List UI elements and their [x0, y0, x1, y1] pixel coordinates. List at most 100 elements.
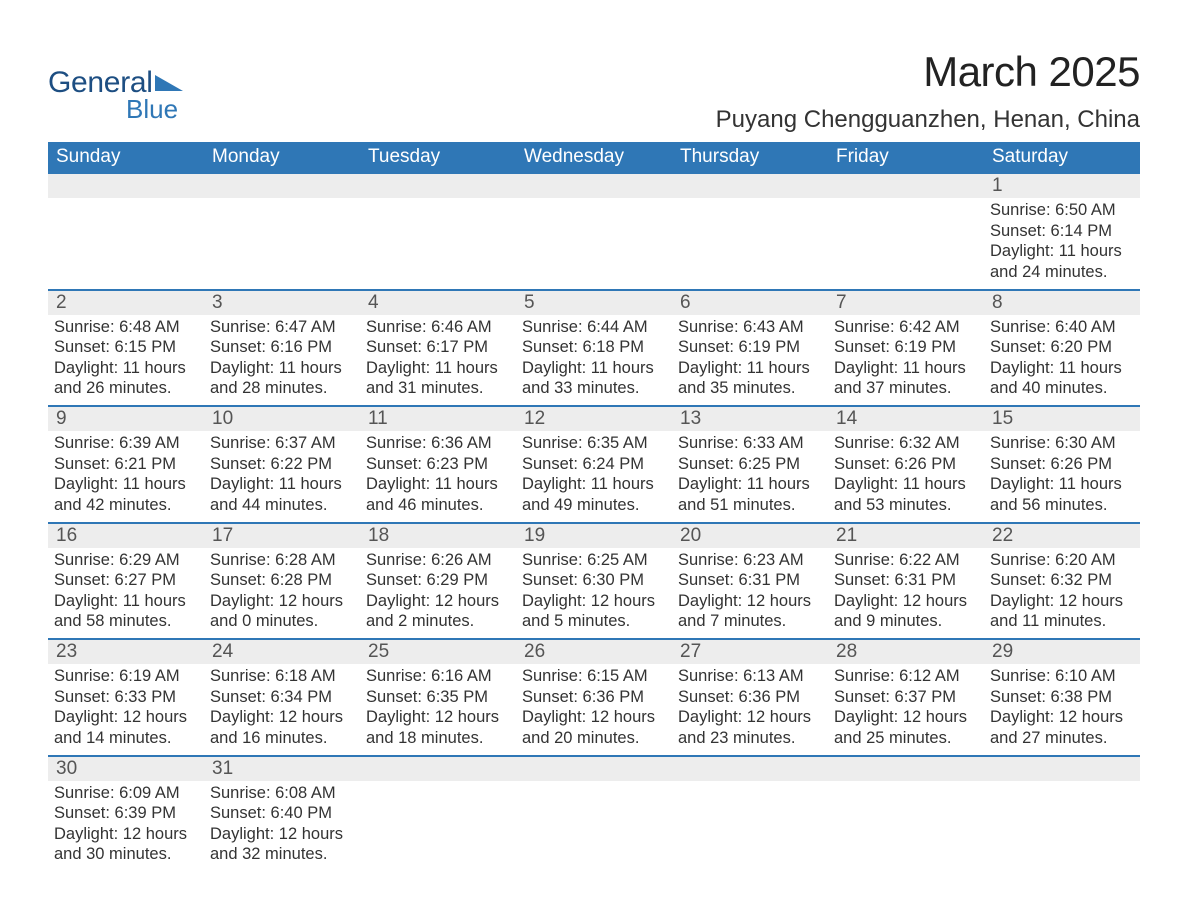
day-cell — [828, 781, 984, 872]
day-cell: Sunrise: 6:39 AMSunset: 6:21 PMDaylight:… — [48, 431, 204, 522]
dl2-text: and 7 minutes. — [678, 611, 822, 632]
day-number: 22 — [984, 524, 1140, 548]
dl2-text: and 9 minutes. — [834, 611, 978, 632]
sunrise-text: Sunrise: 6:33 AM — [678, 433, 822, 454]
day-data-row: Sunrise: 6:09 AMSunset: 6:39 PMDaylight:… — [48, 781, 1140, 872]
day-cell: Sunrise: 6:08 AMSunset: 6:40 PMDaylight:… — [204, 781, 360, 872]
dl1-text: Daylight: 12 hours — [54, 824, 198, 845]
sunrise-text: Sunrise: 6:32 AM — [834, 433, 978, 454]
day-number: 23 — [48, 640, 204, 664]
day-cell: Sunrise: 6:40 AMSunset: 6:20 PMDaylight:… — [984, 315, 1140, 406]
dl2-text: and 56 minutes. — [990, 495, 1134, 516]
dl2-text: and 28 minutes. — [210, 378, 354, 399]
day-number: 21 — [828, 524, 984, 548]
sunset-text: Sunset: 6:31 PM — [834, 570, 978, 591]
day-number: 13 — [672, 407, 828, 431]
sunrise-text: Sunrise: 6:42 AM — [834, 317, 978, 338]
day-cell: Sunrise: 6:32 AMSunset: 6:26 PMDaylight:… — [828, 431, 984, 522]
day-data-row: Sunrise: 6:48 AMSunset: 6:15 PMDaylight:… — [48, 315, 1140, 406]
dl1-text: Daylight: 11 hours — [210, 358, 354, 379]
day-cell — [828, 198, 984, 289]
dl2-text: and 18 minutes. — [366, 728, 510, 749]
weekday-header: Monday — [204, 142, 360, 174]
day-cell: Sunrise: 6:48 AMSunset: 6:15 PMDaylight:… — [48, 315, 204, 406]
day-cell — [360, 198, 516, 289]
weekday-header-row: Sunday Monday Tuesday Wednesday Thursday… — [48, 142, 1140, 174]
sunset-text: Sunset: 6:32 PM — [990, 570, 1134, 591]
day-number — [984, 757, 1140, 781]
sunrise-text: Sunrise: 6:20 AM — [990, 550, 1134, 571]
dl1-text: Daylight: 11 hours — [990, 474, 1134, 495]
dl2-text: and 11 minutes. — [990, 611, 1134, 632]
day-number: 18 — [360, 524, 516, 548]
day-number: 26 — [516, 640, 672, 664]
day-number: 27 — [672, 640, 828, 664]
page-title: March 2025 — [716, 48, 1140, 96]
day-cell — [516, 781, 672, 872]
day-number — [516, 757, 672, 781]
sunset-text: Sunset: 6:14 PM — [990, 221, 1134, 242]
day-number — [672, 757, 828, 781]
day-cell: Sunrise: 6:47 AMSunset: 6:16 PMDaylight:… — [204, 315, 360, 406]
day-number-row: 9101112131415 — [48, 405, 1140, 431]
day-cell — [984, 781, 1140, 872]
sunset-text: Sunset: 6:25 PM — [678, 454, 822, 475]
sunrise-text: Sunrise: 6:44 AM — [522, 317, 666, 338]
dl1-text: Daylight: 11 hours — [834, 358, 978, 379]
dl1-text: Daylight: 12 hours — [210, 707, 354, 728]
dl2-text: and 30 minutes. — [54, 844, 198, 865]
day-cell: Sunrise: 6:43 AMSunset: 6:19 PMDaylight:… — [672, 315, 828, 406]
sunrise-text: Sunrise: 6:26 AM — [366, 550, 510, 571]
day-number: 6 — [672, 291, 828, 315]
day-cell: Sunrise: 6:28 AMSunset: 6:28 PMDaylight:… — [204, 548, 360, 639]
day-number: 8 — [984, 291, 1140, 315]
sunrise-text: Sunrise: 6:50 AM — [990, 200, 1134, 221]
sunrise-text: Sunrise: 6:39 AM — [54, 433, 198, 454]
dl1-text: Daylight: 12 hours — [834, 707, 978, 728]
dl1-text: Daylight: 11 hours — [210, 474, 354, 495]
day-cell: Sunrise: 6:26 AMSunset: 6:29 PMDaylight:… — [360, 548, 516, 639]
day-cell: Sunrise: 6:18 AMSunset: 6:34 PMDaylight:… — [204, 664, 360, 755]
dl2-text: and 32 minutes. — [210, 844, 354, 865]
day-number: 12 — [516, 407, 672, 431]
header: General Blue March 2025 Puyang Chengguan… — [48, 48, 1140, 134]
day-cell — [516, 198, 672, 289]
dl1-text: Daylight: 11 hours — [522, 358, 666, 379]
day-number: 19 — [516, 524, 672, 548]
sunrise-text: Sunrise: 6:18 AM — [210, 666, 354, 687]
weekday-header: Tuesday — [360, 142, 516, 174]
day-cell: Sunrise: 6:46 AMSunset: 6:17 PMDaylight:… — [360, 315, 516, 406]
day-cell: Sunrise: 6:23 AMSunset: 6:31 PMDaylight:… — [672, 548, 828, 639]
sunrise-text: Sunrise: 6:43 AM — [678, 317, 822, 338]
day-number: 16 — [48, 524, 204, 548]
dl1-text: Daylight: 12 hours — [990, 707, 1134, 728]
sunset-text: Sunset: 6:15 PM — [54, 337, 198, 358]
sunrise-text: Sunrise: 6:47 AM — [210, 317, 354, 338]
day-number: 7 — [828, 291, 984, 315]
dl2-text: and 24 minutes. — [990, 262, 1134, 283]
sunset-text: Sunset: 6:17 PM — [366, 337, 510, 358]
day-cell — [672, 781, 828, 872]
sunrise-text: Sunrise: 6:19 AM — [54, 666, 198, 687]
day-cell: Sunrise: 6:19 AMSunset: 6:33 PMDaylight:… — [48, 664, 204, 755]
sunrise-text: Sunrise: 6:15 AM — [522, 666, 666, 687]
sunrise-text: Sunrise: 6:46 AM — [366, 317, 510, 338]
weekday-header: Saturday — [984, 142, 1140, 174]
day-cell: Sunrise: 6:16 AMSunset: 6:35 PMDaylight:… — [360, 664, 516, 755]
title-block: March 2025 Puyang Chengguanzhen, Henan, … — [716, 48, 1140, 134]
day-cell: Sunrise: 6:50 AMSunset: 6:14 PMDaylight:… — [984, 198, 1140, 289]
day-number — [672, 174, 828, 198]
day-number: 4 — [360, 291, 516, 315]
day-cell — [204, 198, 360, 289]
day-cell: Sunrise: 6:20 AMSunset: 6:32 PMDaylight:… — [984, 548, 1140, 639]
calendar-table: Sunday Monday Tuesday Wednesday Thursday… — [48, 142, 1140, 871]
day-number: 11 — [360, 407, 516, 431]
sunset-text: Sunset: 6:31 PM — [678, 570, 822, 591]
dl2-text: and 26 minutes. — [54, 378, 198, 399]
day-number-row: 16171819202122 — [48, 522, 1140, 548]
day-number: 1 — [984, 174, 1140, 198]
day-number-row: 2345678 — [48, 289, 1140, 315]
dl1-text: Daylight: 12 hours — [522, 707, 666, 728]
dl1-text: Daylight: 12 hours — [990, 591, 1134, 612]
day-cell: Sunrise: 6:36 AMSunset: 6:23 PMDaylight:… — [360, 431, 516, 522]
